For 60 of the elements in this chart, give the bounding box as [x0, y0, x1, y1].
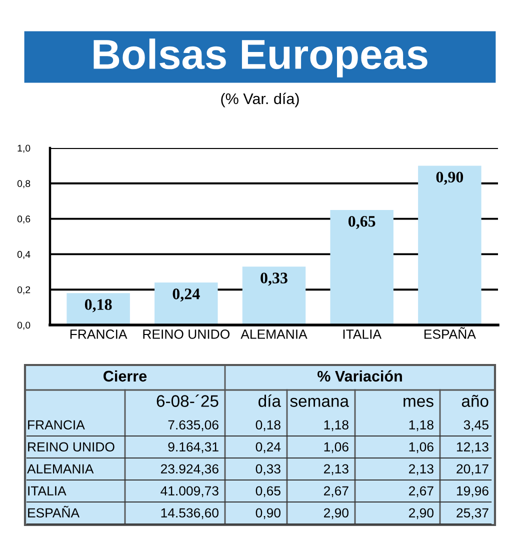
x-tick-label: ITALIA — [343, 330, 382, 339]
bar — [242, 266, 306, 325]
y-tick-label: 0,6 — [17, 216, 30, 224]
category-label: día — [258, 394, 281, 407]
bar — [66, 293, 130, 325]
data-label: 0,90 — [436, 172, 464, 185]
data-label: 0,33 — [260, 272, 288, 286]
data-label: 0,24 — [172, 288, 200, 302]
x-tick-label: REINO UNIDO — [143, 330, 230, 339]
text: 0,18 — [256, 420, 280, 432]
text: 3,45 — [464, 420, 488, 432]
text: 2,90 — [408, 508, 434, 520]
text: 2,67 — [324, 486, 348, 498]
text: 1,06 — [324, 442, 348, 454]
text: 20,17 — [456, 464, 488, 476]
text: 0,90 — [256, 508, 280, 520]
y-tick-label: 0,4 — [17, 250, 30, 259]
chart-title: Bolsas Europeas — [94, 38, 428, 78]
text: 1,06 — [409, 442, 434, 454]
bar — [330, 210, 394, 325]
y-tick-label: 1,0 — [18, 144, 30, 153]
bar — [418, 166, 482, 325]
data-label: 0,65 — [348, 216, 376, 230]
category-label: semana — [290, 398, 350, 407]
text: 1,18 — [409, 420, 434, 432]
text: 41.009,73 — [160, 486, 218, 498]
text: 19,96 — [456, 486, 488, 498]
category-label: REINO UNIDO — [28, 442, 114, 452]
x-tick-label: ALEMANIA — [240, 330, 308, 339]
bar — [154, 282, 218, 325]
text: % Variación — [317, 370, 402, 382]
chart-subtitle: (% Var. día) — [221, 92, 299, 108]
x-tick-label: FRANCIA — [70, 330, 128, 339]
text: 12,13 — [456, 442, 488, 454]
text: 23.924,36 — [160, 464, 218, 476]
category-label: 6-08-´25 — [156, 394, 218, 407]
category-label: mes — [404, 398, 434, 407]
text: 14.536,60 — [161, 508, 218, 520]
text: 2,90 — [324, 508, 348, 520]
y-tick-label: 0,8 — [17, 180, 30, 188]
text: 2,67 — [408, 486, 434, 498]
y-tick-label: 0,0 — [17, 322, 30, 330]
category-label: FRANCIA — [28, 420, 85, 430]
text: 0,33 — [256, 464, 280, 476]
category-label: ITALIA — [28, 486, 66, 496]
text: 2,13 — [408, 464, 434, 476]
text: 7.635,06 — [168, 420, 218, 432]
text: 0,24 — [256, 442, 281, 454]
y-tick-label: 0,2 — [17, 286, 30, 294]
text: 0,65 — [256, 486, 280, 498]
category-label: año — [462, 394, 488, 407]
category-label: ALEMANIA — [27, 464, 94, 474]
data-label: 0,18 — [84, 299, 112, 312]
text: 9.164,31 — [168, 442, 218, 454]
text: 1,18 — [324, 420, 348, 432]
text: 25,37 — [456, 508, 488, 520]
text: Cierre — [104, 370, 147, 382]
x-tick-label: ESPAÑA — [424, 327, 476, 339]
category-label: ESPAÑA — [28, 506, 80, 518]
text: 2,13 — [324, 464, 348, 476]
